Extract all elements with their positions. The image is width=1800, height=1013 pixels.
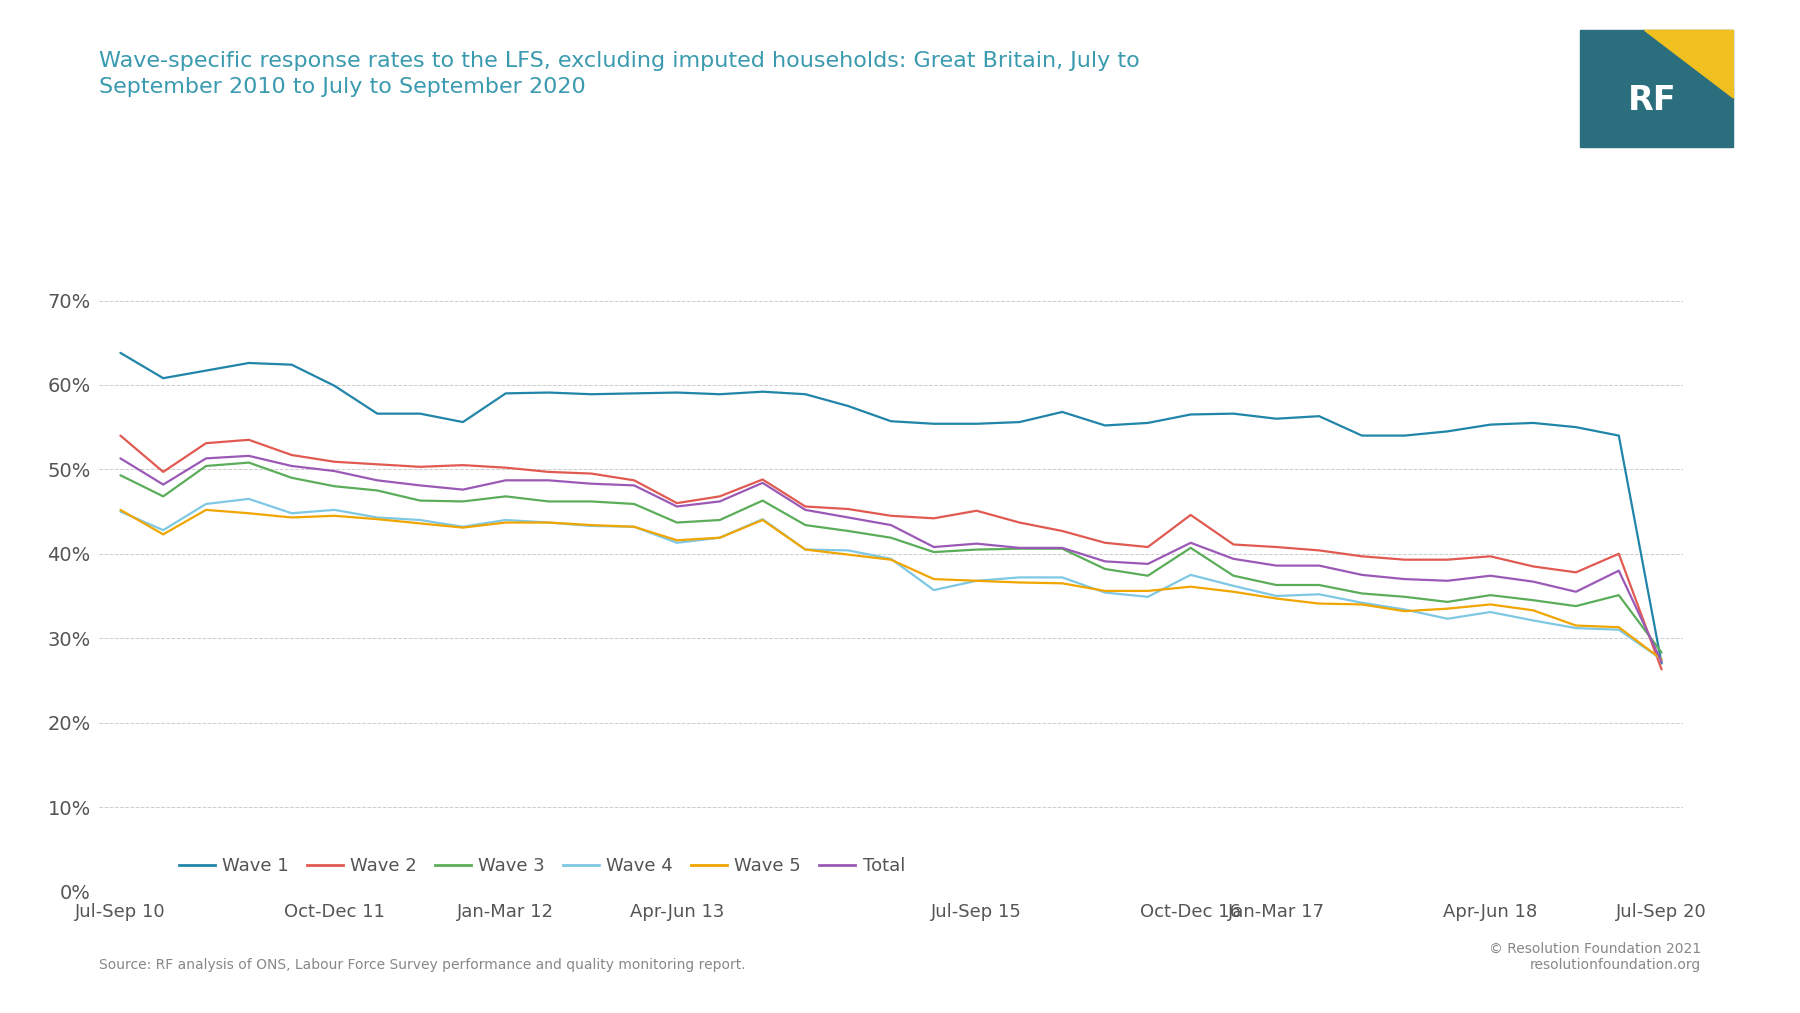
Text: © Resolution Foundation 2021
resolutionfoundation.org: © Resolution Foundation 2021 resolutionf… [1489, 942, 1701, 972]
Polygon shape [1645, 30, 1733, 98]
Legend: Wave 1, Wave 2, Wave 3, Wave 4, Wave 5, Total: Wave 1, Wave 2, Wave 3, Wave 4, Wave 5, … [171, 850, 913, 882]
Text: RF: RF [1627, 84, 1676, 116]
Text: Wave-specific response rates to the LFS, excluding imputed households: Great Bri: Wave-specific response rates to the LFS,… [99, 51, 1139, 97]
Text: Source: RF analysis of ONS, Labour Force Survey performance and quality monitori: Source: RF analysis of ONS, Labour Force… [99, 958, 745, 972]
